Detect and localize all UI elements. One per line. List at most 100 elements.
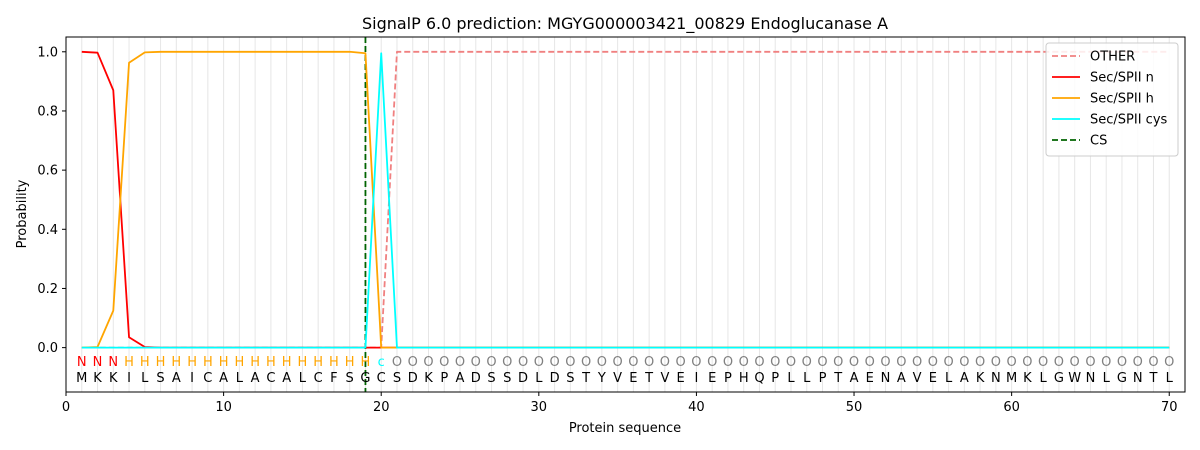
series-line-sec-spii-cys <box>81 52 1170 349</box>
annotation-label: O <box>502 355 512 370</box>
annotation-label: O <box>1085 355 1095 370</box>
residue-label: L <box>236 371 244 386</box>
annotation-label: H <box>187 355 197 370</box>
annotation-label: O <box>959 355 969 370</box>
residue-label: P <box>724 371 732 386</box>
residue-label: L <box>803 371 811 386</box>
annotation-label: O <box>455 355 465 370</box>
residue-label: C <box>203 371 212 386</box>
residue-label: T <box>1149 371 1158 386</box>
residue-label: S <box>566 371 574 386</box>
annotation-label: O <box>660 355 670 370</box>
annotation-label: H <box>234 355 244 370</box>
annotation-label: O <box>1070 355 1080 370</box>
annotation-label: O <box>628 355 638 370</box>
residue-label: W <box>1068 371 1081 386</box>
x-tick-label: 30 <box>531 400 548 415</box>
x-tick-label: 40 <box>688 400 705 415</box>
annotation-label: O <box>849 355 859 370</box>
residue-label: N <box>1086 371 1096 386</box>
residue-label: E <box>629 371 637 386</box>
annotation-label: O <box>1133 355 1143 370</box>
residue-label: L <box>299 371 307 386</box>
residue-label: A <box>456 371 465 386</box>
residue-label: V <box>913 371 922 386</box>
residue-label: D <box>471 371 481 386</box>
annotation-label: N <box>93 355 103 370</box>
annotation-label: O <box>975 355 985 370</box>
plot-frame <box>65 36 1186 393</box>
annotation-label: H <box>313 355 323 370</box>
residue-label: E <box>929 371 937 386</box>
x-tick-label: 60 <box>1003 400 1020 415</box>
residue-label: V <box>613 371 622 386</box>
x-tick-label: 0 <box>62 400 70 415</box>
residue-label: L <box>945 371 953 386</box>
residue-label: S <box>393 371 401 386</box>
annotation-label: c <box>378 355 385 370</box>
annotation-label: H <box>140 355 150 370</box>
residue-label: L <box>787 371 795 386</box>
annotation-label: H <box>219 355 229 370</box>
legend-label: Sec/SPII n <box>1090 71 1154 86</box>
annotation-label: O <box>817 355 827 370</box>
x-tick-label: 10 <box>215 400 232 415</box>
residue-label: A <box>282 371 291 386</box>
x-tick-label: 50 <box>846 400 863 415</box>
annotation-label: O <box>880 355 890 370</box>
legend-box <box>1045 42 1179 157</box>
annotation-label: O <box>565 355 575 370</box>
residue-label: T <box>833 371 842 386</box>
annotation-label: O <box>802 355 812 370</box>
annotation-label: O <box>676 355 686 370</box>
residue-label: P <box>440 371 448 386</box>
residue-label: G <box>1117 371 1127 386</box>
annotation-label: O <box>723 355 733 370</box>
residue-label: A <box>219 371 228 386</box>
y-tick-label: 0.6 <box>37 164 58 179</box>
annotation-label: H <box>266 355 276 370</box>
annotation-label: H <box>203 355 213 370</box>
annotation-label: O <box>613 355 623 370</box>
y-tick-label: 0.2 <box>37 282 58 297</box>
residue-label: A <box>251 371 260 386</box>
residue-label: P <box>819 371 827 386</box>
annotation-label: O <box>439 355 449 370</box>
residue-label: H <box>739 371 749 386</box>
annotation-label: H <box>250 355 260 370</box>
annotation-label: O <box>392 355 402 370</box>
residue-label: C <box>377 371 386 386</box>
annotation-label: H <box>124 355 134 370</box>
residue-label: K <box>424 371 433 386</box>
residue-label: A <box>960 371 969 386</box>
chart-title: SignalP 6.0 prediction: MGYG000003421_00… <box>362 14 888 34</box>
residue-label: D <box>408 371 418 386</box>
annotation-label: O <box>1148 355 1158 370</box>
residue-label: E <box>708 371 716 386</box>
residue-label: D <box>518 371 528 386</box>
annotation-label: O <box>1101 355 1111 370</box>
annotation-label: O <box>534 355 544 370</box>
residue-label: K <box>1023 371 1032 386</box>
annotation-label: O <box>770 355 780 370</box>
annotation-label: O <box>991 355 1001 370</box>
annotation-label: H <box>298 355 308 370</box>
annotation-label: H <box>171 355 181 370</box>
annotation-label: H <box>345 355 355 370</box>
residue-label: I <box>695 371 699 386</box>
annotation-label: O <box>518 355 528 370</box>
annotation-label: H <box>329 355 339 370</box>
annotation-label: O <box>1022 355 1032 370</box>
y-axis: 0.0 0.2 0.4 0.6 0.8 1.0 <box>37 45 66 356</box>
residue-label: Q <box>754 371 764 386</box>
residue-label: K <box>93 371 102 386</box>
y-tick-label: 0.0 <box>37 341 58 356</box>
annotation-label: H <box>361 355 371 370</box>
residue-label: N <box>991 371 1001 386</box>
annotation-label: O <box>486 355 496 370</box>
residue-label: I <box>190 371 194 386</box>
y-tick-label: 0.8 <box>37 104 58 119</box>
